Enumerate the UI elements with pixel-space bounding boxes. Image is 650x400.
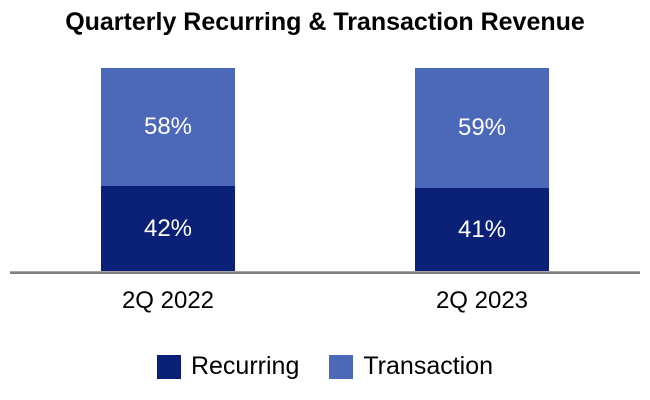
bar-value-label: 42% bbox=[143, 215, 193, 243]
x-axis-line bbox=[10, 271, 640, 274]
legend-item-recurring: Recurring bbox=[156, 352, 300, 381]
legend-swatch-icon bbox=[156, 354, 181, 379]
legend: Recurring Transaction bbox=[0, 352, 650, 381]
bar-value-label: 58% bbox=[143, 113, 193, 141]
bar-segment-recurring: 42% bbox=[101, 186, 235, 272]
legend-item-transaction: Transaction bbox=[329, 352, 493, 381]
x-axis-label: 2Q 2022 bbox=[121, 287, 215, 314]
chart-title: Quarterly Recurring & Transaction Revenu… bbox=[65, 8, 585, 36]
bar-segment-transaction: 58% bbox=[101, 68, 235, 187]
legend-swatch-icon bbox=[329, 354, 354, 379]
bar-segment-transaction: 59% bbox=[415, 68, 549, 189]
bar-stack-1: 58% 42% bbox=[101, 68, 235, 272]
bar-value-label: 41% bbox=[457, 216, 507, 244]
x-axis-label: 2Q 2023 bbox=[435, 287, 529, 314]
bar-stack-2: 59% 41% bbox=[415, 68, 549, 272]
bar-value-label: 59% bbox=[457, 114, 507, 142]
legend-label: Transaction bbox=[363, 352, 494, 380]
bar-segment-recurring: 41% bbox=[415, 188, 549, 272]
legend-label: Recurring bbox=[190, 352, 300, 380]
